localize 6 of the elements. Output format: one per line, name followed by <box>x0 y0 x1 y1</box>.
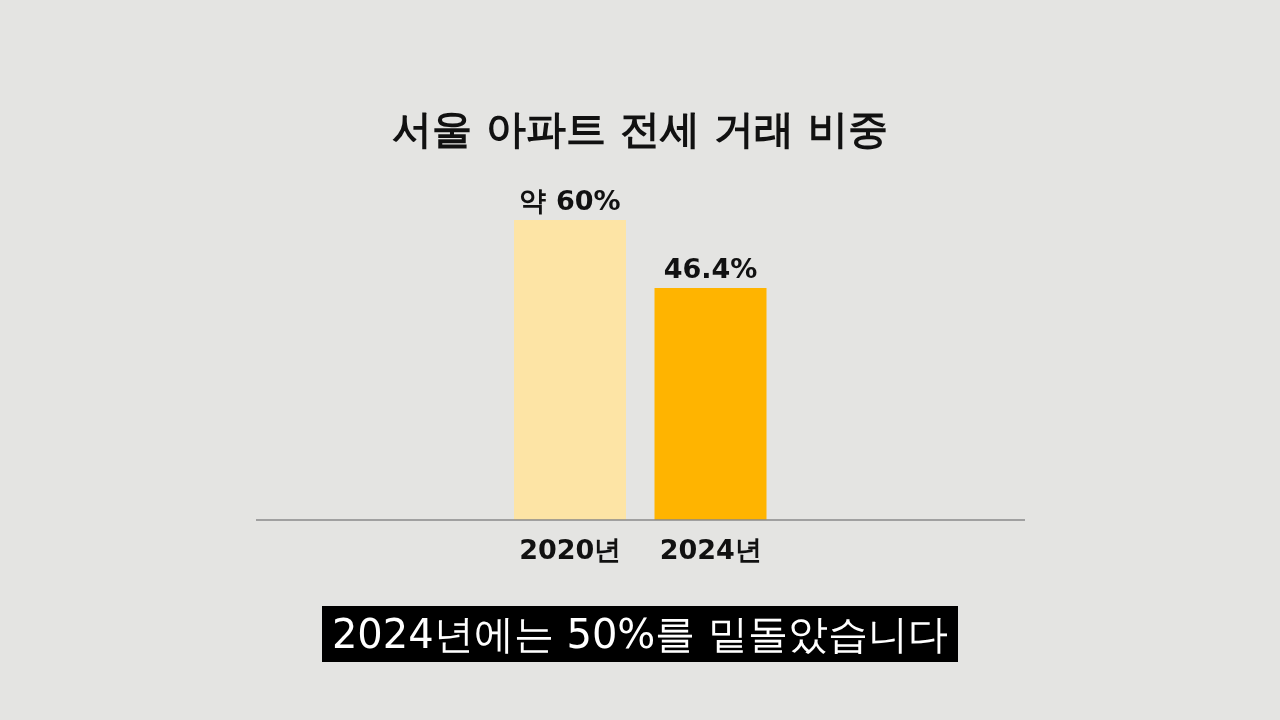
data-label: 46.4% <box>663 253 758 284</box>
data-label: 약 60% <box>519 185 621 216</box>
x-tick-label: 2020년 <box>519 534 622 566</box>
chart-title: 서울 아파트 전세 거래 비중 <box>391 105 889 154</box>
text: 2024년에는 50%를 밑돌았습니다 <box>321 606 959 662</box>
x-tick-label: 2024년 <box>659 534 762 566</box>
